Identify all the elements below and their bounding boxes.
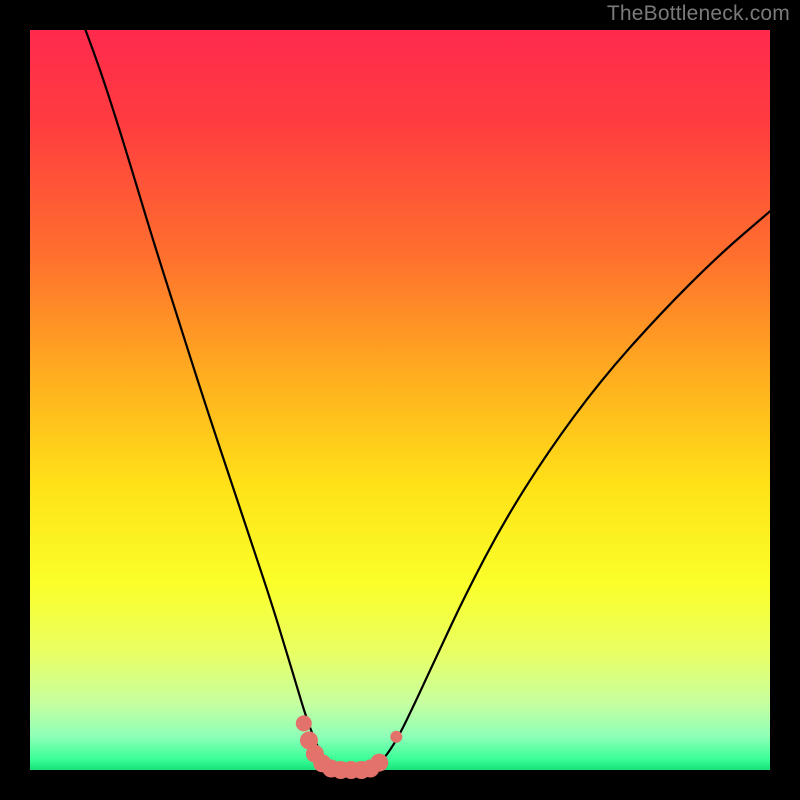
watermark-label: TheBottleneck.com: [607, 2, 790, 26]
plot-background: [30, 30, 770, 770]
bottleneck-chart: [0, 0, 800, 800]
curve-marker: [296, 715, 312, 731]
curve-marker: [370, 754, 388, 772]
chart-stage: TheBottleneck.com: [0, 0, 800, 800]
curve-marker: [390, 731, 402, 743]
